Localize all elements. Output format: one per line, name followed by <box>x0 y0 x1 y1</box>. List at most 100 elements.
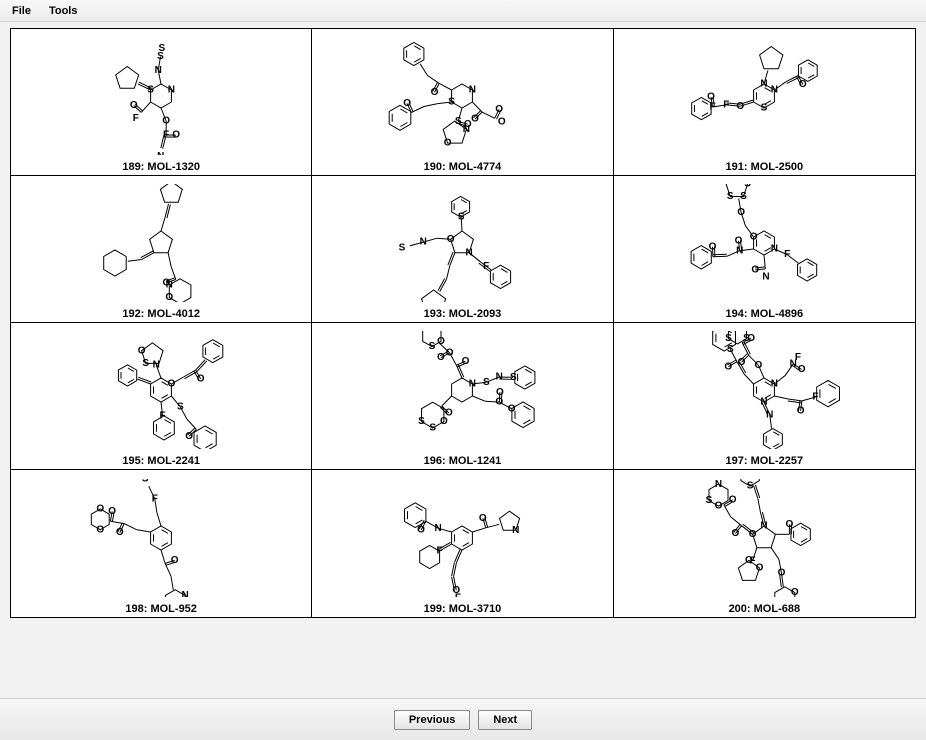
molecule-label: 199: MOL-3710 <box>424 601 502 615</box>
molecule-label: 192: MOL-4012 <box>122 306 200 320</box>
svg-text:N: N <box>166 280 173 291</box>
svg-text:N: N <box>763 272 770 283</box>
molecule-cell[interactable]: OONSOSOF195: MOL-2241 <box>11 323 312 470</box>
molecule-structure: OONSOSOF <box>15 327 307 453</box>
next-button[interactable]: Next <box>478 710 532 730</box>
svg-text:N: N <box>771 85 778 96</box>
svg-text:O: O <box>130 100 138 111</box>
svg-text:F: F <box>795 352 801 363</box>
svg-text:F: F <box>484 261 490 272</box>
svg-text:N: N <box>157 151 164 155</box>
svg-text:O: O <box>446 348 454 359</box>
molecule-cell[interactable]: NOOOOSNFOOOONOSS200: MOL-688 <box>614 470 915 617</box>
svg-text:S: S <box>743 333 750 344</box>
svg-text:O: O <box>725 361 733 372</box>
svg-text:N: N <box>435 522 442 533</box>
molecule-structure: SNOOFNOFNSS <box>15 33 307 159</box>
svg-text:O: O <box>97 524 105 535</box>
molecule-label: 197: MOL-2257 <box>726 453 804 467</box>
previous-button[interactable]: Previous <box>394 710 470 730</box>
svg-text:O: O <box>440 416 448 427</box>
molecule-structure: NOOOOSSSNSOOOOOSS <box>316 327 608 453</box>
svg-text:O: O <box>479 512 487 523</box>
svg-text:S: S <box>430 423 437 434</box>
molecule-structure: NNONFOFOOOSSOSN <box>618 327 911 453</box>
svg-text:N: N <box>155 65 162 76</box>
menubar: File Tools <box>0 0 926 22</box>
svg-text:O: O <box>738 207 746 218</box>
molecule-label: 193: MOL-2093 <box>424 306 502 320</box>
svg-text:S: S <box>725 333 732 344</box>
svg-text:O: O <box>797 405 805 416</box>
molecule-structure: OFNOONF <box>316 474 608 601</box>
molecule-label: 196: MOL-1241 <box>424 453 502 467</box>
svg-text:O: O <box>431 87 439 98</box>
svg-text:N: N <box>168 85 175 96</box>
molecule-label: 191: MOL-2500 <box>726 159 804 173</box>
molecule-cell[interactable]: NOOOOSSSNSOOOOOSS196: MOL-1241 <box>312 323 613 470</box>
molecule-label: 200: MOL-688 <box>729 601 801 615</box>
svg-text:O: O <box>498 116 506 127</box>
svg-text:S: S <box>399 243 406 254</box>
svg-text:O: O <box>496 104 504 115</box>
svg-text:N: N <box>715 479 722 490</box>
svg-text:N: N <box>761 79 768 90</box>
svg-text:S: S <box>159 43 166 54</box>
svg-text:F: F <box>455 592 461 596</box>
molecule-structure: SNNOOFOF <box>618 33 911 159</box>
molecule-cell[interactable]: SNNOOFOF191: MOL-2500 <box>614 29 915 176</box>
molecule-structure: SNOOOOSNOOO <box>316 33 608 159</box>
svg-text:O: O <box>462 356 470 367</box>
molecule-cell[interactable]: NOSNSSF193: MOL-2093 <box>312 176 613 323</box>
molecule-cell[interactable]: NNONFOFOOOSSOSN197: MOL-2257 <box>614 323 915 470</box>
molecule-label: 194: MOL-4896 <box>726 306 804 320</box>
svg-text:S: S <box>142 479 149 485</box>
molecule-label: 198: MOL-952 <box>125 601 197 615</box>
molecule-cell[interactable]: SNOOFNOFNSS189: MOL-1320 <box>11 29 312 176</box>
svg-text:O: O <box>138 345 146 356</box>
svg-text:O: O <box>116 527 124 538</box>
svg-text:S: S <box>761 103 768 114</box>
svg-text:O: O <box>749 528 757 539</box>
svg-text:O: O <box>745 555 753 566</box>
svg-text:N: N <box>182 590 189 597</box>
svg-text:O: O <box>798 364 806 375</box>
svg-text:O: O <box>444 138 452 149</box>
molecule-cell[interactable]: SNOOOOSNOOO190: MOL-4774 <box>312 29 613 176</box>
svg-text:S: S <box>740 191 747 202</box>
molecule-cell[interactable]: OON192: MOL-4012 <box>11 176 312 323</box>
svg-text:O: O <box>752 265 760 276</box>
svg-text:F: F <box>710 102 716 113</box>
svg-text:O: O <box>756 562 764 573</box>
svg-text:O: O <box>437 352 445 363</box>
molecule-cell[interactable]: NOONONOFOOSSS194: MOL-4896 <box>614 176 915 323</box>
svg-text:S: S <box>706 495 713 506</box>
svg-text:N: N <box>761 520 768 531</box>
molecule-structure: NOONONOFOOSSS <box>618 180 911 306</box>
svg-text:O: O <box>472 114 480 125</box>
svg-text:S: S <box>747 480 754 491</box>
svg-text:F: F <box>133 113 139 124</box>
molecule-label: 190: MOL-4774 <box>424 159 502 173</box>
molecule-label: 195: MOL-2241 <box>122 453 200 467</box>
molecule-structure: OONOOOOFS <box>15 474 307 601</box>
molecule-cell[interactable]: OFNOONF199: MOL-3710 <box>312 470 613 617</box>
molecule-label: 189: MOL-1320 <box>122 159 200 173</box>
svg-text:S: S <box>429 341 436 352</box>
svg-text:N: N <box>153 359 160 370</box>
svg-text:O: O <box>438 336 446 347</box>
svg-text:O: O <box>715 500 723 511</box>
molecule-structure: NOSNSSF <box>316 180 608 306</box>
svg-text:O: O <box>791 587 799 597</box>
molecule-grid: SNOOFNOFNSS189: MOL-1320SNOOOOSNOOO190: … <box>10 28 916 618</box>
molecule-structure: OON <box>15 180 307 306</box>
menu-tools[interactable]: Tools <box>43 4 84 18</box>
menu-file[interactable]: File <box>6 4 37 18</box>
footer: Previous Next <box>0 698 926 740</box>
molecule-cell[interactable]: OONOOOOFS198: MOL-952 <box>11 470 312 617</box>
svg-text:O: O <box>732 528 740 539</box>
svg-text:N: N <box>513 524 520 535</box>
svg-text:O: O <box>755 360 763 371</box>
svg-text:N: N <box>771 379 778 390</box>
molecule-structure: NOOOOSNFOOOONOSS <box>618 474 911 601</box>
